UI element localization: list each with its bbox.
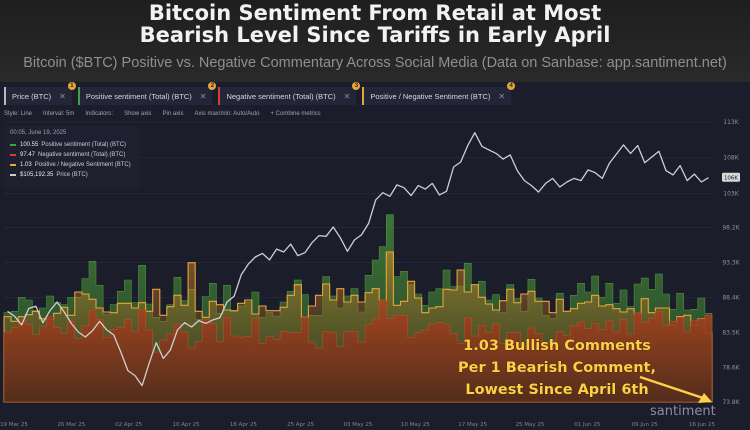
current-price-label: 106K [724,176,738,182]
legend-swatch [10,144,16,146]
x-tick-label: 17 May 25 [458,422,487,428]
legend-time: 00:05, June 19, 2025 [10,130,67,136]
legend-label: Price (BTC) [56,172,88,178]
y-tick-label: 93.3K [722,260,740,267]
y-tick-label: 113K [723,119,739,126]
close-icon[interactable]: ✕ [343,91,351,101]
x-tick-label: 25 Apr 25 [287,422,315,428]
y-tick-label: 73.8K [722,399,740,406]
axis-max-min-select[interactable]: Axis max/min: Auto/Auto [194,111,260,117]
indicators-select[interactable]: Indicators: [85,111,114,117]
legend-label: Negative sentiment (Total) (BTC) [38,152,126,158]
y-tick-label: 88.4K [722,295,740,302]
legend-row: 1.03 Positive / Negative Sentiment (BTC) [10,160,134,170]
tab-badge: 1 [67,82,76,90]
x-tick-label: 01 Jun 25 [574,422,601,428]
legend-label: Positive / Negative Sentiment (BTC) [34,162,131,168]
legend-value: 1.03 [20,162,32,168]
show-axis-toggle[interactable]: Show axis [124,111,152,117]
hover-legend: 00:05, June 19, 2025 100.55 Positive sent… [4,126,140,188]
close-icon[interactable]: ✕ [59,91,66,101]
tab-ratio-sentiment[interactable]: Positive / Negative Sentiment (BTC) ✕ 4 [362,82,516,105]
metric-tabs: Price (BTC) ✕ 1 Positive sentiment (Total)… [4,82,517,106]
callout-line: Per 1 Bearish Comment, [458,360,656,376]
x-tick-label: 09 Jun 25 [632,422,659,428]
x-tick-label: 03 May 25 [344,422,373,428]
combine-metrics-button[interactable]: + Combine metrics [270,111,321,117]
x-tick-label: 02 Apr 25 [115,422,143,428]
legend-row: 100.55 Positive sentiment (Total) (BTC) [10,140,134,150]
x-tick-label: 25 May 25 [516,422,545,428]
style-select[interactable]: Style: Line [4,111,33,117]
chart-toolbar: Style: Line Interval: 5m Indicators: Sho… [4,108,332,120]
tab-positive-sentiment[interactable]: Positive sentiment (Total) (BTC) ✕ 2 [77,82,217,105]
current-price-flag [722,172,740,182]
x-tick-label: 26 Mar 25 [57,422,85,428]
header: Bitcoin Sentiment From Retail at Most Be… [0,0,750,82]
legend-swatch [10,174,16,176]
price-line [7,132,709,387]
x-tick-label: 10 May 25 [401,422,430,428]
legend-label: Positive sentiment (Total) (BTC) [41,142,127,148]
legend-swatch [10,164,16,166]
tab-label: Price (BTC) [12,91,52,101]
y-tick-label: 83.5K [722,330,740,337]
watermark: santiment [650,404,716,419]
tab-label: Negative sentiment (Total) (BTC) [226,91,336,101]
callout-line: 1.03 Bullish Comments [463,338,651,354]
close-icon[interactable]: ✕ [498,91,506,101]
y-tick-label: 108K [723,155,739,162]
legend-value: $105,192.35 [20,172,54,178]
chart-subtitle: Bitcoin ($BTC) Positive vs. Negative Com… [23,55,727,71]
chart-title: Bitcoin Sentiment From Retail at Most Be… [0,0,750,46]
tab-label: Positive sentiment (Total) (BTC) [85,91,192,101]
legend-swatch [10,154,16,156]
interval-select[interactable]: Interval: 5m [43,111,75,117]
tab-price[interactable]: Price (BTC) ✕ 1 [4,82,76,105]
tab-badge: 4 [507,82,516,90]
y-tick-label: 103K [723,190,739,197]
chart-title-line1: Bitcoin Sentiment From Retail at Most [148,1,602,25]
chart-panel: 113K 108K 103K 98.2K 93.3K 88.4K 83.5K 78.6K 73.… [0,82,750,430]
legend-row: $105,192.35 Price (BTC) [10,170,134,180]
chart-title-line2: Bearish Level Since Tariffs in Early Apr… [139,23,611,47]
legend-row: 97.47 Negative sentiment (Total) (BTC) [10,150,134,160]
callout-arrow [639,375,707,401]
tab-badge: 2 [208,82,217,90]
tab-negative-sentiment[interactable]: Negative sentiment (Total) (BTC) ✕ 3 [218,82,361,105]
callout-line: Lowest Since April 6th [465,382,648,398]
x-tick-label: 10 Apr 25 [172,422,200,428]
x-tick-label: 19 Mar 25 [0,422,28,428]
legend-value: 100.55 [20,142,39,148]
callout-arrowhead [698,393,712,403]
x-tick-label: 18 Apr 25 [230,422,258,428]
tab-badge: 3 [352,82,361,90]
x-tick-label: 16 Jun 25 [689,422,716,428]
y-tick-label: 98.2K [722,225,740,232]
sentiment-chart: 113K 108K 103K 98.2K 93.3K 88.4K 83.5K 78.6K 73.… [0,119,741,428]
y-tick-label: 78.6K [722,365,740,372]
close-icon[interactable]: ✕ [199,91,207,101]
pin-axis-toggle[interactable]: Pin axis [162,111,184,117]
tab-label: Positive / Negative Sentiment (BTC) [370,91,491,101]
legend-value: 97.47 [20,152,36,158]
